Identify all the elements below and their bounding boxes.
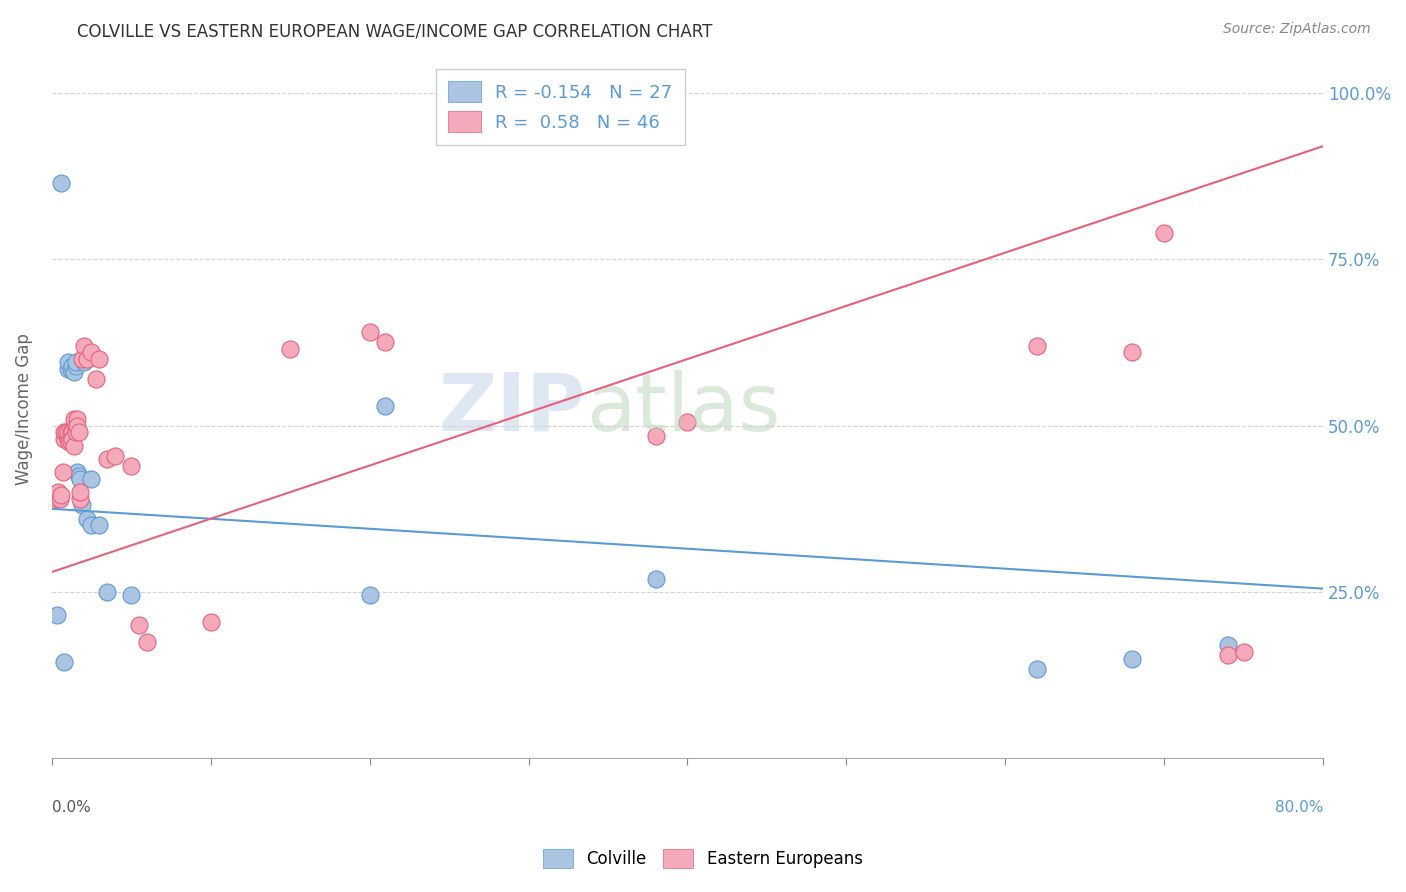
Point [128, 618, 150, 632]
Point [676, 415, 699, 429]
Text: ZIP: ZIP [439, 370, 586, 448]
Point [278, 342, 301, 356]
Point [62, 432, 84, 446]
Point [53, 425, 76, 440]
Point [1216, 648, 1239, 663]
Point [51, 488, 73, 502]
Point [1216, 638, 1239, 652]
Point [63, 365, 86, 379]
Point [96, 451, 118, 466]
Point [62, 425, 84, 440]
Point [359, 588, 381, 602]
Point [56, 425, 79, 440]
Point [89, 518, 111, 533]
Point [56, 355, 79, 369]
Point [46, 485, 69, 500]
Point [80, 472, 103, 486]
Point [374, 335, 396, 350]
Point [59, 425, 82, 440]
Point [63, 439, 86, 453]
Point [72, 355, 94, 369]
Point [65, 425, 87, 440]
Point [89, 352, 111, 367]
Point [45, 491, 67, 506]
Point [644, 428, 666, 442]
Point [76, 352, 98, 367]
Point [1121, 651, 1143, 665]
Text: atlas: atlas [586, 370, 780, 448]
Point [1121, 345, 1143, 359]
Text: 0.0%: 0.0% [52, 800, 90, 815]
Point [63, 412, 86, 426]
Point [1233, 645, 1256, 659]
Point [67, 425, 90, 440]
Point [58, 435, 80, 450]
Point [104, 449, 127, 463]
Point [69, 472, 91, 486]
Text: Source: ZipAtlas.com: Source: ZipAtlas.com [1223, 22, 1371, 37]
Point [644, 572, 666, 586]
Point [70, 352, 93, 367]
Point [136, 635, 159, 649]
Point [69, 485, 91, 500]
Point [48, 491, 70, 506]
Point [70, 499, 93, 513]
Point [65, 422, 87, 436]
Point [72, 339, 94, 353]
Point [53, 655, 76, 669]
Point [62, 359, 84, 373]
Point [1153, 226, 1175, 240]
Legend: Colville, Eastern Europeans: Colville, Eastern Europeans [537, 842, 869, 875]
Text: 80.0%: 80.0% [1275, 800, 1323, 815]
Point [76, 512, 98, 526]
Point [56, 432, 79, 446]
Point [80, 345, 103, 359]
Point [52, 465, 75, 479]
Point [69, 491, 91, 506]
Point [59, 362, 82, 376]
Point [1026, 339, 1049, 353]
Point [1026, 661, 1049, 675]
Point [65, 359, 87, 373]
Point [45, 608, 67, 623]
Point [65, 355, 87, 369]
Point [120, 588, 142, 602]
Point [66, 465, 89, 479]
Text: COLVILLE VS EASTERN EUROPEAN WAGE/INCOME GAP CORRELATION CHART: COLVILLE VS EASTERN EUROPEAN WAGE/INCOME… [77, 22, 713, 40]
Legend: R = -0.154   N = 27, R =  0.58   N = 46: R = -0.154 N = 27, R = 0.58 N = 46 [436, 69, 685, 145]
Point [374, 399, 396, 413]
Point [80, 518, 103, 533]
Point [59, 435, 82, 450]
Y-axis label: Wage/Income Gap: Wage/Income Gap [15, 333, 32, 485]
Point [53, 432, 76, 446]
Point [96, 585, 118, 599]
Point [359, 326, 381, 340]
Point [66, 412, 89, 426]
Point [55, 425, 77, 440]
Point [200, 615, 222, 629]
Point [84, 372, 107, 386]
Point [67, 468, 90, 483]
Point [51, 176, 73, 190]
Point [66, 418, 89, 433]
Point [120, 458, 142, 473]
Point [56, 362, 79, 376]
